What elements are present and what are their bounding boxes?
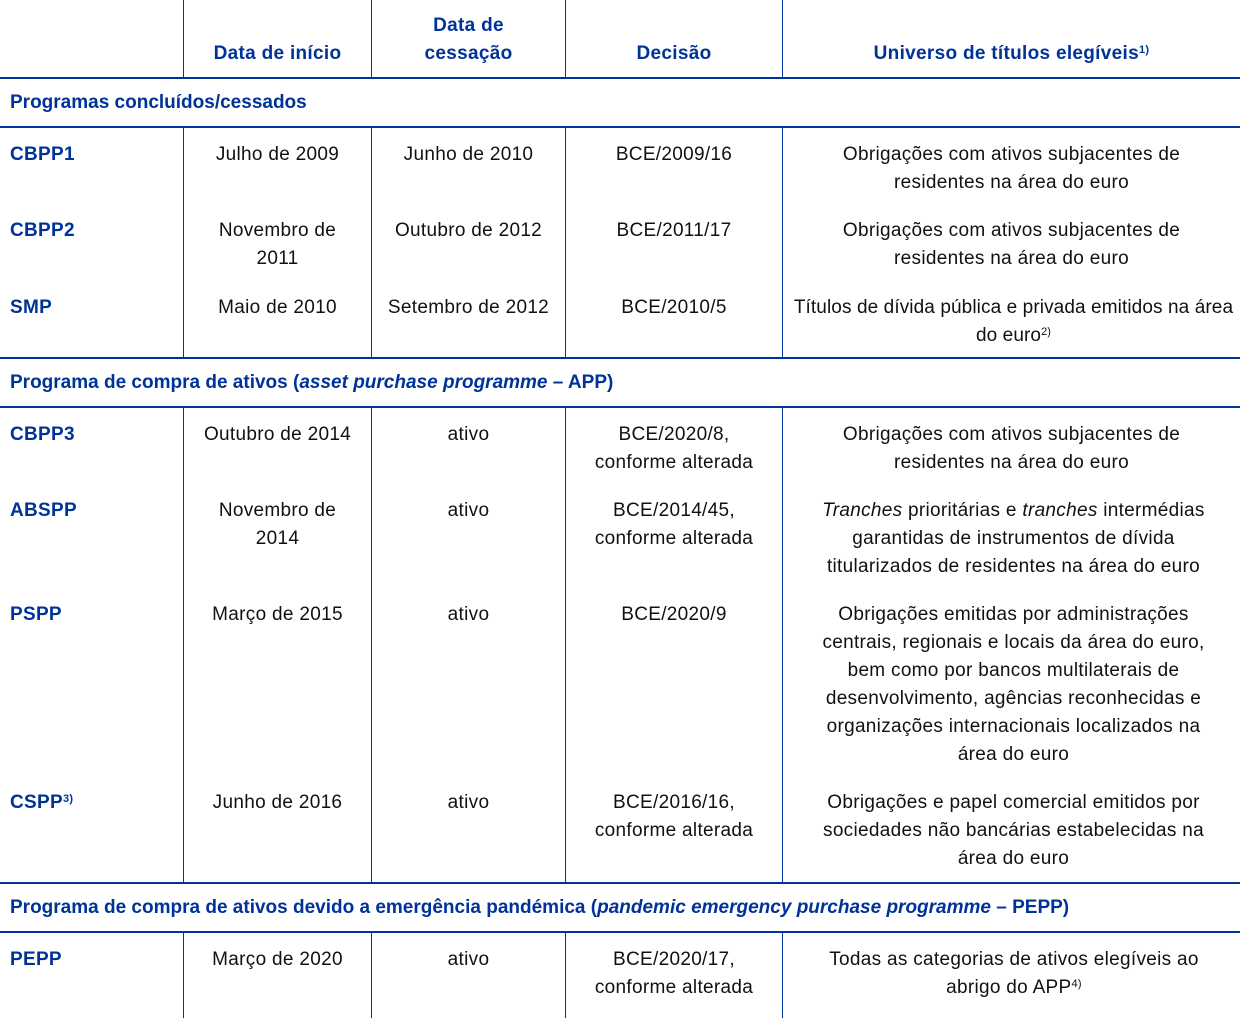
end-date: ativo [371, 484, 565, 588]
universe: Títulos de dívida pública e privada emit… [782, 281, 1240, 357]
table-row: PSPP Março de 2015 ativo BCE/2020/9 Obri… [0, 588, 1240, 776]
start-date: Junho de 2016 [183, 776, 371, 882]
start-date: Março de 2015 [183, 588, 371, 776]
programme-name: CBPP2 [10, 220, 75, 241]
header-decision: Decisão [565, 0, 782, 77]
programme-name: ABSPP [10, 500, 77, 521]
start-date: Março de 2020 [183, 933, 371, 1018]
end-date: ativo [371, 408, 565, 484]
table-row: CBPP3 Outubro de 2014 ativo BCE/2020/8, … [0, 408, 1240, 484]
universe: Obrigações com ativos subjacentes de res… [782, 128, 1240, 204]
end-date: Outubro de 2012 [371, 204, 565, 281]
end-date: ativo [371, 776, 565, 882]
programme-name: SMP [10, 297, 53, 318]
start-date: Julho de 2009 [183, 128, 371, 204]
decision: BCE/2020/17, conforme alterada [565, 933, 782, 1018]
section-concluded: Programas concluídos/cessados [0, 77, 1240, 128]
decision: BCE/2014/45, conforme alterada [565, 484, 782, 588]
table-row: PEPP Março de 2020 ativo BCE/2020/17, co… [0, 933, 1240, 1018]
programme-name: PSPP [10, 604, 62, 625]
table-row: ABSPP Novembro de 2014 ativo BCE/2014/45… [0, 484, 1240, 588]
decision: BCE/2020/9 [565, 588, 782, 776]
table-row: CBPP1 Julho de 2009 Junho de 2010 BCE/20… [0, 128, 1240, 204]
section-app: Programa de compra de ativos (asset purc… [0, 357, 1240, 408]
decision: BCE/2010/5 [565, 281, 782, 357]
table-row: CSPP3) Junho de 2016 ativo BCE/2016/16, … [0, 776, 1240, 882]
end-date: Setembro de 2012 [371, 281, 565, 357]
start-date: Outubro de 2014 [183, 408, 371, 484]
start-date: Novembro de 2014 [183, 484, 371, 588]
end-date: ativo [371, 588, 565, 776]
programme-name: CSPP3) [10, 792, 74, 813]
programme-name: PEPP [10, 949, 62, 970]
decision: BCE/2016/16, conforme alterada [565, 776, 782, 882]
end-date: Junho de 2010 [371, 128, 565, 204]
universe: Obrigações emitidas por administrações c… [782, 588, 1240, 776]
table-row: SMP Maio de 2010 Setembro de 2012 BCE/20… [0, 281, 1240, 357]
header-universe: Universo de títulos elegíveis1) [782, 0, 1240, 77]
end-date: ativo [371, 933, 565, 1018]
universe: Obrigações com ativos subjacentes de res… [782, 408, 1240, 484]
decision: BCE/2009/16 [565, 128, 782, 204]
header-start-date: Data de início [183, 0, 371, 77]
header-end-date: Data de cessação [371, 0, 565, 77]
header-label: Data de início [213, 43, 342, 64]
table-row: CBPP2 Novembro de 2011 Outubro de 2012 B… [0, 204, 1240, 281]
universe: Tranches prioritárias e tranches intermé… [782, 484, 1240, 588]
programme-name: CBPP3 [10, 424, 75, 445]
start-date: Novembro de 2011 [183, 204, 371, 281]
decision: BCE/2020/8, conforme alterada [565, 408, 782, 484]
header-empty [0, 0, 183, 77]
header-label: Data de cessação [424, 15, 513, 64]
universe: Todas as categorias de ativos elegíveis … [782, 933, 1240, 1018]
section-pepp: Programa de compra de ativos devido a em… [0, 882, 1240, 933]
header-label: Decisão [636, 43, 712, 64]
header-label: Universo de títulos elegíveis1) [873, 43, 1150, 64]
programme-name: CBPP1 [10, 144, 75, 165]
table-header: Data de início Data de cessação Decisão U… [0, 0, 1240, 77]
universe: Obrigações com ativos subjacentes de res… [782, 204, 1240, 281]
universe: Obrigações e papel comercial emitidos po… [782, 776, 1240, 882]
start-date: Maio de 2010 [183, 281, 371, 357]
decision: BCE/2011/17 [565, 204, 782, 281]
